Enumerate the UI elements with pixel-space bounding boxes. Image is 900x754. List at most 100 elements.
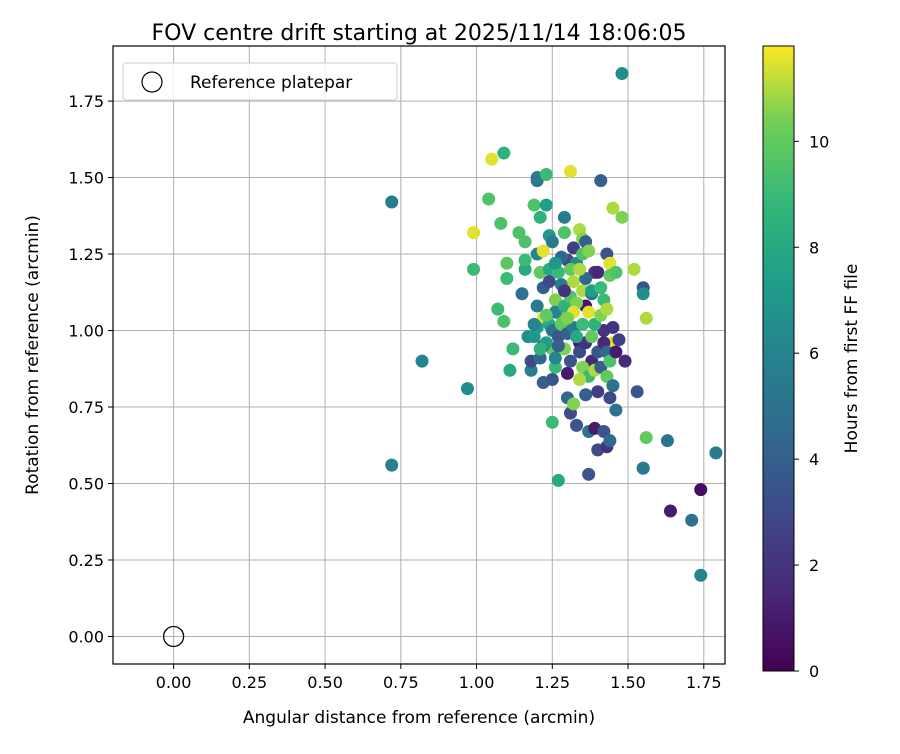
data-point	[494, 216, 508, 230]
data-point	[609, 345, 623, 359]
data-point	[503, 363, 517, 377]
y-tick-label: 0.50	[68, 474, 104, 493]
colorbar-tick-label: 4	[809, 450, 819, 469]
reference-marker	[162, 625, 185, 648]
x-tick-label: 1.75	[686, 673, 722, 692]
data-points	[385, 67, 723, 582]
data-point	[585, 330, 599, 344]
data-point	[582, 467, 596, 481]
data-point	[524, 363, 538, 377]
data-point	[591, 345, 605, 359]
data-point	[527, 317, 541, 331]
data-point	[567, 241, 581, 255]
data-point	[491, 302, 505, 316]
data-point	[512, 226, 526, 240]
data-point	[591, 385, 605, 399]
data-point	[685, 513, 699, 527]
data-point	[527, 198, 541, 212]
data-point	[500, 256, 514, 270]
data-point	[594, 360, 608, 374]
data-point	[573, 372, 587, 386]
data-point	[573, 345, 587, 359]
plot-frame	[112, 45, 726, 665]
data-point	[533, 210, 547, 224]
data-point	[639, 431, 653, 445]
x-axis-label: Angular distance from reference (arcmin)	[243, 708, 595, 728]
data-point	[594, 174, 608, 188]
data-point	[560, 366, 574, 380]
data-point	[582, 305, 596, 319]
data-point	[567, 275, 581, 289]
y-tick-label: 0.00	[68, 627, 104, 646]
data-point	[545, 372, 559, 386]
data-point	[609, 265, 623, 279]
x-tick-label: 0.75	[383, 673, 419, 692]
y-tick-label: 0.75	[68, 398, 104, 417]
data-point	[539, 167, 553, 181]
colorbar-tick-label: 10	[809, 132, 829, 151]
data-point	[467, 262, 481, 276]
data-point	[530, 299, 544, 313]
data-point	[627, 262, 641, 276]
data-point	[709, 446, 723, 460]
data-point	[612, 333, 626, 347]
x-tick-label: 0.50	[307, 673, 343, 692]
y-tick-label: 1.25	[68, 245, 104, 264]
data-point	[573, 262, 587, 276]
x-tick-label: 1.00	[459, 673, 495, 692]
data-point	[385, 195, 399, 209]
data-point	[563, 262, 577, 276]
data-point	[576, 317, 590, 331]
data-point	[500, 272, 514, 286]
data-point	[563, 354, 577, 368]
data-point	[594, 281, 608, 295]
data-point	[609, 403, 623, 417]
data-point	[591, 265, 605, 279]
data-point	[415, 354, 429, 368]
data-point	[603, 354, 617, 368]
data-point	[694, 483, 708, 497]
data-point	[467, 226, 481, 240]
y-axis-ticks: 0.00 0.25 0.50 0.75 1.00 1.25 1.50 1.75	[68, 92, 113, 646]
data-point	[618, 354, 632, 368]
data-point	[603, 391, 617, 405]
data-point	[557, 299, 571, 313]
data-point	[548, 360, 562, 374]
data-point	[560, 311, 574, 325]
data-point	[539, 308, 553, 322]
x-tick-label: 1.50	[610, 673, 646, 692]
data-point	[603, 434, 617, 448]
grid	[113, 46, 725, 664]
x-axis-ticks: 0.00 0.25 0.50 0.75 1.00 1.25 1.50 1.75	[156, 664, 722, 692]
data-point	[615, 210, 629, 224]
data-point	[579, 388, 593, 402]
data-point	[518, 262, 532, 276]
data-point	[603, 256, 617, 270]
colorbar-ticks: 0 2 4 6 8 10	[794, 132, 829, 681]
colorbar-tick-label: 2	[809, 556, 819, 575]
data-point	[542, 275, 556, 289]
data-point	[485, 152, 499, 166]
data-point	[588, 317, 602, 331]
data-point	[482, 192, 496, 206]
colorbar: 0 2 4 6 8 10 Hours from first FF file	[762, 45, 862, 681]
legend: Reference platepar	[122, 62, 398, 101]
data-point	[506, 342, 520, 356]
data-point	[579, 272, 593, 286]
data-point	[515, 287, 529, 301]
y-axis-label: Rotation from reference (arcmin)	[23, 215, 43, 495]
chart-title: FOV centre drift starting at 2025/11/14 …	[152, 21, 687, 46]
data-point	[536, 244, 550, 258]
data-point	[606, 201, 620, 215]
data-point	[600, 302, 614, 316]
colorbar-tick-label: 6	[809, 344, 819, 363]
data-point	[548, 293, 562, 307]
data-point	[582, 244, 596, 258]
data-point	[663, 504, 677, 518]
data-point	[551, 473, 565, 487]
data-point	[385, 458, 399, 472]
data-point	[518, 253, 532, 267]
data-point	[548, 256, 562, 270]
